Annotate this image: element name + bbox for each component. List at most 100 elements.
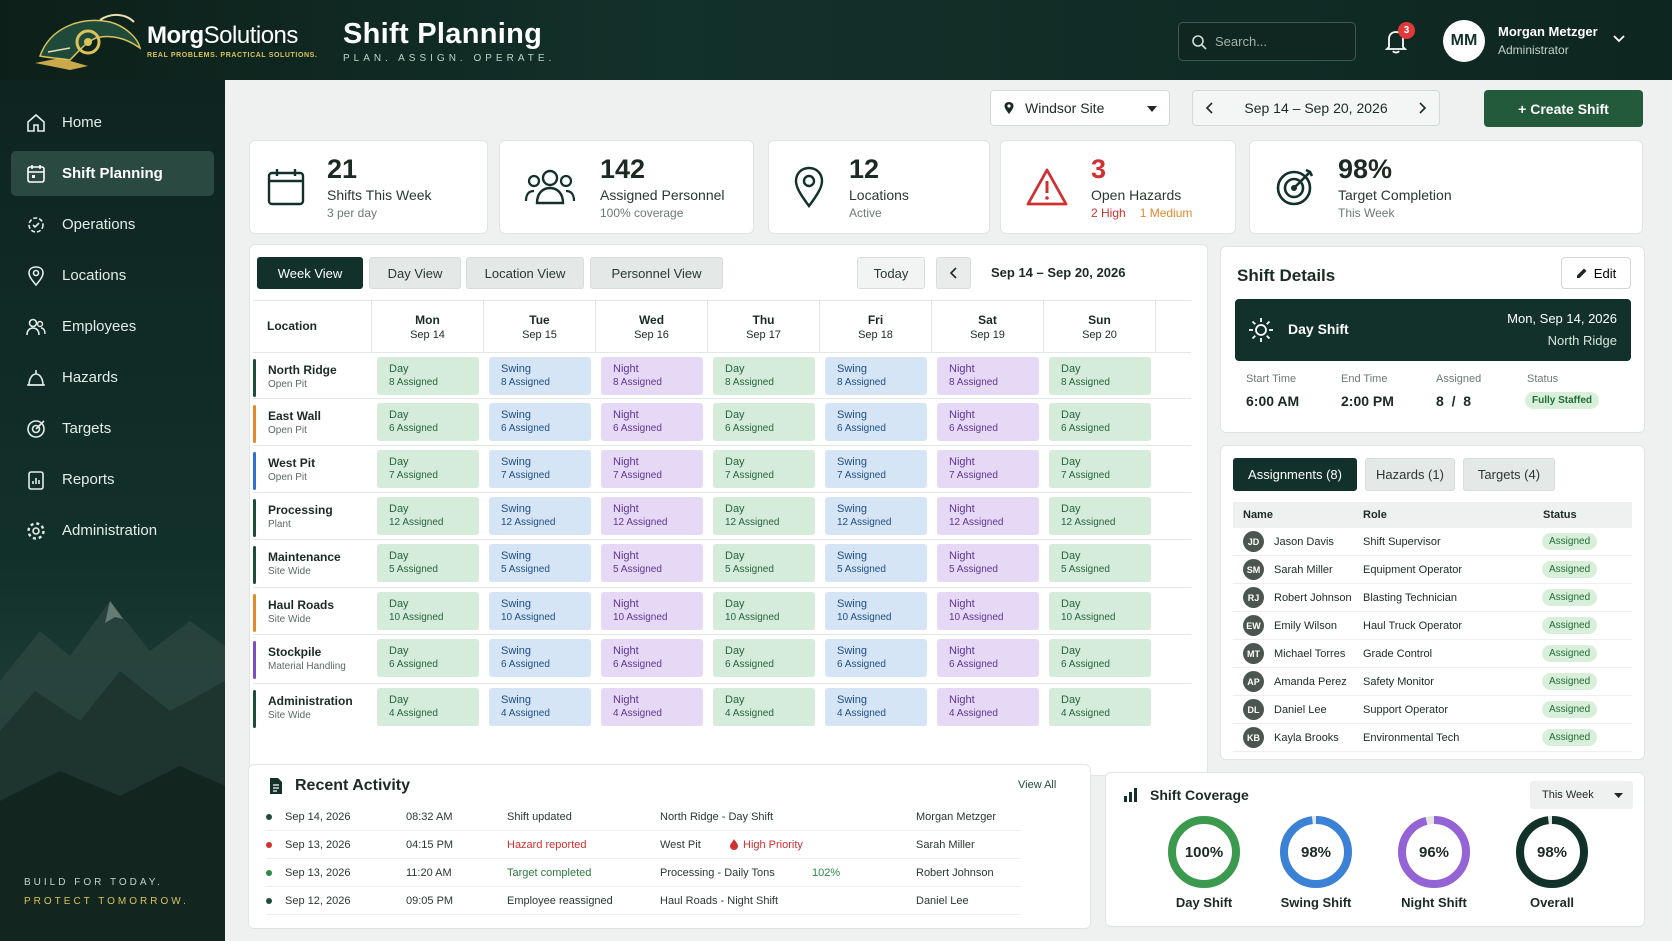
shift-cell[interactable]: Swing 6 Assigned (825, 639, 927, 677)
shift-cell[interactable]: Swing 12 Assigned (489, 497, 591, 535)
shift-cell[interactable]: Day 7 Assigned (377, 450, 479, 488)
location-row-label[interactable]: East Wall Open Pit (253, 403, 371, 445)
tab-assignments[interactable]: Assignments (8) (1233, 458, 1357, 491)
shift-cell[interactable]: Swing 7 Assigned (825, 450, 927, 488)
tab-day-view[interactable]: Day View (369, 257, 461, 289)
sidebar-item-locations[interactable]: Locations (11, 253, 214, 298)
shift-cell[interactable]: Swing 6 Assigned (489, 639, 591, 677)
chevron-down-icon[interactable] (1612, 32, 1626, 46)
shift-cell[interactable]: Swing 6 Assigned (825, 403, 927, 441)
shift-cell[interactable]: Night 7 Assigned (601, 450, 703, 488)
search-box[interactable] (1178, 22, 1356, 61)
activity-row[interactable]: Sep 13, 2026 11:20 AM Target completed Proc… (266, 859, 1021, 887)
shift-cell[interactable]: Day 8 Assigned (377, 357, 479, 395)
table-row[interactable]: JD Jason Davis Shift Supervisor Assigned (1233, 528, 1632, 556)
table-row[interactable]: AP Amanda Perez Safety Monitor Assigned (1233, 668, 1632, 696)
user-info[interactable]: Morgan Metzger Administrator (1498, 24, 1598, 57)
shift-cell[interactable]: Day 8 Assigned (713, 357, 815, 395)
shift-cell[interactable]: Night 5 Assigned (937, 544, 1039, 582)
shift-cell[interactable]: Night 6 Assigned (937, 403, 1039, 441)
activity-row[interactable]: Sep 14, 2026 08:32 AM Shift updated North R… (266, 803, 1021, 831)
sidebar-item-administration[interactable]: Administration (11, 508, 214, 553)
brand-logo[interactable]: MorgSolutions REAL PROBLEMS. PRACTICAL S… (30, 8, 317, 72)
shift-cell[interactable]: Day 8 Assigned (1049, 357, 1151, 395)
activity-row[interactable]: Sep 12, 2026 09:05 PM Employee reassigned H… (266, 887, 1021, 915)
location-row-label[interactable]: North Ridge Open Pit (253, 357, 371, 399)
shift-cell[interactable]: Day 5 Assigned (377, 544, 479, 582)
chevron-right-icon[interactable] (1417, 102, 1427, 114)
shift-cell[interactable]: Swing 4 Assigned (825, 688, 927, 726)
shift-cell[interactable]: Day 7 Assigned (1049, 450, 1151, 488)
location-row-label[interactable]: Maintenance Site Wide (253, 544, 371, 586)
avatar[interactable]: MM (1443, 20, 1485, 62)
sidebar-item-targets[interactable]: Targets (11, 406, 214, 451)
sidebar-item-operations[interactable]: Operations (11, 202, 214, 247)
shift-cell[interactable]: Swing 6 Assigned (489, 403, 591, 441)
bell-icon[interactable] (1381, 26, 1411, 56)
shift-cell[interactable]: Night 8 Assigned (937, 357, 1039, 395)
shift-cell[interactable]: Day 10 Assigned (1049, 592, 1151, 630)
tab-hazards[interactable]: Hazards (1) (1365, 458, 1455, 491)
shift-cell[interactable]: Swing 10 Assigned (489, 592, 591, 630)
shift-cell[interactable]: Night 4 Assigned (601, 688, 703, 726)
shift-cell[interactable]: Day 6 Assigned (713, 639, 815, 677)
view-all-link[interactable]: View All (1018, 779, 1057, 791)
table-row[interactable]: RJ Robert Johnson Blasting Technician Assig… (1233, 584, 1632, 612)
location-row-label[interactable]: Administration Site Wide (253, 688, 371, 730)
chevron-left-icon[interactable] (1205, 102, 1215, 114)
table-row[interactable]: KB Kayla Brooks Environmental Tech Assigned (1233, 724, 1632, 752)
today-button[interactable]: Today (857, 257, 925, 289)
shift-cell[interactable]: Day 4 Assigned (377, 688, 479, 726)
shift-cell[interactable]: Swing 4 Assigned (489, 688, 591, 726)
shift-cell[interactable]: Day 5 Assigned (713, 544, 815, 582)
shift-cell[interactable]: Night 4 Assigned (937, 688, 1039, 726)
sidebar-item-reports[interactable]: Reports (11, 457, 214, 502)
tab-personnel-view[interactable]: Personnel View (590, 257, 723, 289)
table-row[interactable]: MT Michael Torres Grade Control Assigned (1233, 640, 1632, 668)
period-select[interactable]: This Week (1530, 781, 1633, 809)
shift-cell[interactable]: Night 10 Assigned (601, 592, 703, 630)
shift-cell[interactable]: Day 12 Assigned (713, 497, 815, 535)
tab-week-view[interactable]: Week View (257, 257, 363, 289)
location-row-label[interactable]: West Pit Open Pit (253, 450, 371, 492)
shift-cell[interactable]: Night 6 Assigned (937, 639, 1039, 677)
shift-cell[interactable]: Swing 5 Assigned (825, 544, 927, 582)
sidebar-item-hazards[interactable]: Hazards (11, 355, 214, 400)
location-row-label[interactable]: Stockpile Material Handling (253, 639, 371, 681)
shift-cell[interactable]: Day 6 Assigned (377, 403, 479, 441)
shift-cell[interactable]: Swing 8 Assigned (489, 357, 591, 395)
shift-cell[interactable]: Day 5 Assigned (1049, 544, 1151, 582)
prev-week-button[interactable] (936, 257, 971, 289)
table-row[interactable]: EW Emily Wilson Haul Truck Operator Assigne… (1233, 612, 1632, 640)
shift-cell[interactable]: Day 4 Assigned (713, 688, 815, 726)
location-row-label[interactable]: Haul Roads Site Wide (253, 592, 371, 634)
sidebar-item-employees[interactable]: Employees (11, 304, 214, 349)
edit-button[interactable]: Edit (1561, 257, 1631, 289)
search-input[interactable] (1215, 34, 1345, 49)
shift-cell[interactable]: Day 6 Assigned (713, 403, 815, 441)
shift-cell[interactable]: Night 6 Assigned (601, 639, 703, 677)
shift-cell[interactable]: Night 12 Assigned (601, 497, 703, 535)
tab-targets[interactable]: Targets (4) (1463, 458, 1555, 491)
shift-cell[interactable]: Night 8 Assigned (601, 357, 703, 395)
shift-cell[interactable]: Day 10 Assigned (713, 592, 815, 630)
activity-row[interactable]: Sep 13, 2026 04:15 PM Hazard reported West … (266, 831, 1021, 859)
shift-cell[interactable]: Night 7 Assigned (937, 450, 1039, 488)
shift-cell[interactable]: Swing 7 Assigned (489, 450, 591, 488)
shift-cell[interactable]: Night 6 Assigned (601, 403, 703, 441)
sidebar-item-shift-planning[interactable]: Shift Planning (11, 151, 214, 196)
shift-cell[interactable]: Day 4 Assigned (1049, 688, 1151, 726)
shift-cell[interactable]: Day 6 Assigned (377, 639, 479, 677)
shift-cell[interactable]: Day 6 Assigned (1049, 403, 1151, 441)
create-shift-button[interactable]: + Create Shift (1484, 90, 1643, 127)
tab-location-view[interactable]: Location View (466, 257, 584, 289)
shift-cell[interactable]: Day 12 Assigned (1049, 497, 1151, 535)
shift-cell[interactable]: Swing 12 Assigned (825, 497, 927, 535)
shift-cell[interactable]: Swing 5 Assigned (489, 544, 591, 582)
sidebar-item-home[interactable]: Home (11, 100, 214, 145)
shift-cell[interactable]: Night 12 Assigned (937, 497, 1039, 535)
shift-cell[interactable]: Day 7 Assigned (713, 450, 815, 488)
table-row[interactable]: DL Daniel Lee Support Operator Assigned (1233, 696, 1632, 724)
shift-cell[interactable]: Swing 10 Assigned (825, 592, 927, 630)
shift-cell[interactable]: Day 6 Assigned (1049, 639, 1151, 677)
